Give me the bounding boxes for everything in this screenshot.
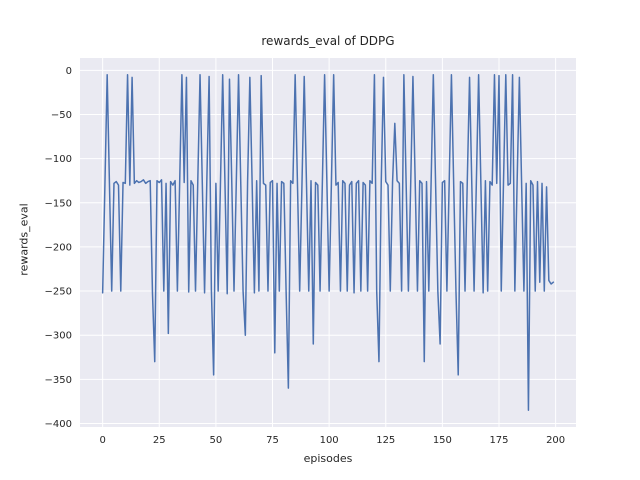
y-tick-label: −350: [45, 375, 72, 386]
x-axis-label: episodes: [303, 452, 353, 465]
y-tick-label: −400: [45, 419, 72, 430]
y-tick-label: −150: [45, 198, 72, 209]
y-tick-label: −250: [45, 287, 72, 298]
x-tick-label: 200: [546, 435, 565, 446]
y-tick-label: 0: [66, 66, 72, 77]
y-axis-label: rewards_eval: [17, 203, 31, 276]
x-tick-label: 175: [489, 435, 508, 446]
x-tick-label: 25: [153, 435, 166, 446]
rewards-eval-line: [101, 74, 555, 411]
x-tick-label: 75: [266, 435, 279, 446]
x-tick-label: 150: [433, 435, 452, 446]
x-tick-label: 0: [99, 435, 105, 446]
y-tick-label: −50: [51, 110, 72, 121]
y-tick-label: −300: [45, 331, 72, 342]
chart-title: rewards_eval of DDPG: [261, 34, 395, 48]
y-tick-label: −200: [45, 242, 72, 253]
y-tick-label: −100: [45, 154, 72, 165]
x-tick-label: 50: [210, 435, 223, 446]
x-tick-label: 125: [376, 435, 395, 446]
x-tick-label: 100: [320, 435, 339, 446]
